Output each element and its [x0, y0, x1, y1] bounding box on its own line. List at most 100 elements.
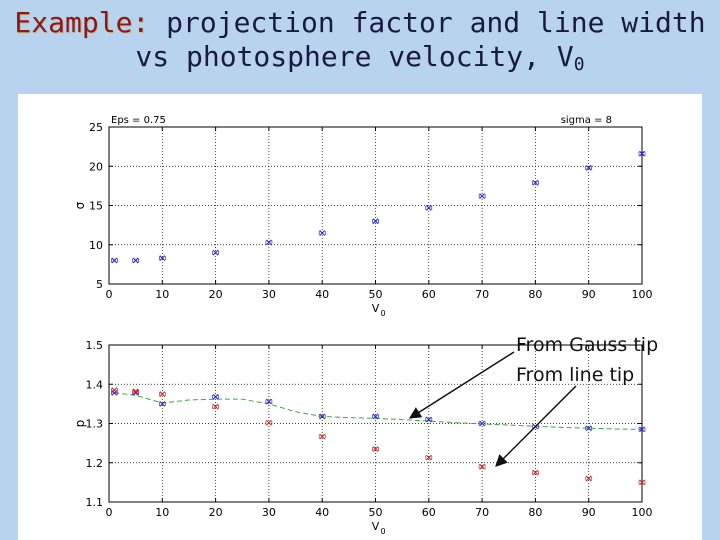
plot2-series1-point-5 [319, 413, 326, 420]
plot1-series1-point-10 [585, 164, 592, 171]
plot1-series1-point-0 [111, 257, 118, 264]
plot2-xtick-label-8: 80 [528, 506, 542, 519]
plot2-series1-errorbar-8 [478, 421, 486, 426]
plot2-xtick-label-7: 70 [475, 506, 489, 519]
plot1-series1-point-11 [639, 150, 645, 157]
plot1-series1-errorbar-0 [110, 258, 118, 263]
plot1-series1-errorbar-2 [158, 256, 166, 261]
annotation-line: From line tip [516, 364, 635, 386]
plot1-xtick-label-5: 50 [369, 288, 383, 301]
plot1-series1-point-8 [479, 193, 485, 199]
figure-panel: 0 10 20 30 40 50 60 70 80 90 100 5 10 15 20 25 V 0 σ Eps = … [18, 94, 702, 540]
plot2-series1-errorbar-11 [638, 427, 646, 432]
plot2-series2-errorbar-0 [110, 388, 118, 393]
annotation-gauss: From Gauss tip [516, 334, 659, 356]
plot1-series1-errorbar-7 [425, 205, 433, 210]
plot2-series2-point-1 [132, 388, 139, 395]
plot1-xtick-label-2: 20 [209, 288, 223, 301]
plot2-series2-point-11 [639, 479, 645, 486]
plot2-xtick-label-10: 100 [632, 506, 653, 519]
plot2-series1-point-11 [639, 426, 645, 433]
slide-title: Example: projection factor and line widt… [0, 6, 720, 82]
plot1-ylabel: σ [73, 201, 87, 209]
plot1-xtick-label-6: 60 [422, 288, 436, 301]
plot1-xtick-label-10: 100 [632, 288, 653, 301]
plot2-ytick-label-3: 1.4 [86, 378, 104, 391]
plot2-xtick-label-5: 50 [369, 506, 383, 519]
title-subscript: 0 [573, 54, 585, 75]
plot1-series1-errorbar-3 [212, 250, 219, 255]
plot2-series1-point-3 [212, 393, 219, 400]
plot2-xtick-label-6: 60 [422, 506, 436, 519]
plot2-series1-point-8 [479, 420, 485, 427]
plot2-xtick-label-0: 0 [106, 506, 113, 519]
plot2-ytick-label-0: 1.1 [86, 496, 104, 509]
plot2-series2-errorbar-1 [132, 389, 139, 394]
plot1-series1-point-7 [425, 204, 432, 211]
plot1-series1-errorbar-10 [585, 165, 593, 170]
plot1-ytick-label-3: 20 [89, 160, 103, 173]
plot2-series2-point-0 [111, 387, 118, 394]
plot1-ytick-label-1: 10 [89, 239, 103, 252]
plot2-xtick-label-3: 30 [262, 506, 276, 519]
plot2-series2-point-8 [479, 463, 485, 470]
plot2-series2-errorbar-7 [425, 455, 433, 460]
plot2-series1-point-1 [132, 389, 139, 396]
plot2-xtick-label-2: 20 [209, 506, 223, 519]
plot2-series1-point-10 [585, 425, 592, 432]
plot1-series1-errorbar-9 [532, 180, 539, 185]
plot2-series1-errorbar-5 [318, 414, 326, 419]
plot1-series1-point-2 [159, 255, 166, 261]
plot2-xlabel-sub: 0 [381, 527, 386, 536]
plot1-xtick-label-4: 40 [315, 288, 329, 301]
plot1-xlabel: V [372, 302, 380, 315]
plot2-series2-point-4 [266, 419, 272, 426]
plot1-corner-label-left: Eps = 0.75 [111, 115, 166, 126]
plot1-series1-point-6 [372, 218, 379, 225]
title-line-2-text: vs photosphere velocity, V [135, 40, 574, 73]
plot2-series2-errorbar-5 [318, 434, 326, 439]
plot1-ytick-label-2: 15 [89, 200, 103, 213]
plot1-series1-point-9 [532, 179, 539, 186]
plot2-ytick-label-4: 1.5 [86, 339, 104, 352]
plot2-series2-errorbar-6 [372, 447, 379, 452]
plot2-series2-errorbar-8 [478, 464, 486, 469]
title-line-2: vs photosphere velocity, V0 [0, 40, 720, 82]
plot2-fit-line [114, 392, 643, 430]
plot2-series1-point-2 [159, 400, 166, 407]
plot2-series2-errorbar-2 [158, 392, 166, 397]
plot2-series1-errorbar-3 [212, 394, 219, 399]
plot2-series2-errorbar-4 [265, 420, 273, 425]
plot2-xtick-label-4: 40 [315, 506, 329, 519]
plot2-series2-errorbar-3 [212, 404, 219, 409]
plot2-ylabel: p [73, 420, 87, 428]
plot2-series2-point-2 [159, 391, 166, 397]
plot1-series1-errorbar-8 [478, 194, 486, 199]
plot2-series2-point-3 [212, 403, 219, 410]
plot1-xlabel-sub: 0 [381, 309, 386, 318]
plot1-xtick-label-9: 90 [582, 288, 596, 301]
plot2-series1-point-6 [372, 413, 379, 420]
plot1-series1-point-4 [266, 239, 272, 246]
title-rest: projection factor and line width [166, 6, 706, 39]
plot2-series2-errorbar-11 [638, 480, 646, 485]
plot1-xtick-label-0: 0 [106, 288, 113, 301]
plot2-series2-point-5 [319, 433, 326, 440]
plot1-series1-errorbar-4 [265, 240, 273, 245]
plot1-series1-point-5 [319, 230, 326, 236]
plot1-ytick-label-4: 25 [89, 121, 103, 134]
plot2-series2-point-7 [425, 454, 432, 461]
plot1-series1-errorbar-11 [638, 151, 646, 156]
plot2-ytick-label-1: 1.2 [86, 457, 104, 470]
plot2-xtick-label-9: 90 [582, 506, 596, 519]
title-line-1: Example: projection factor and line widt… [0, 6, 720, 40]
plot2-series1-errorbar-2 [158, 401, 166, 406]
plot1-ytick-label-0: 5 [96, 278, 103, 291]
plot2-series2-point-6 [372, 446, 379, 452]
plot1-series1-point-3 [212, 249, 219, 256]
plot2-series1-point-4 [266, 398, 272, 405]
plot1-xtick-label-8: 80 [528, 288, 542, 301]
plot2-xtick-label-1: 10 [155, 506, 169, 519]
plot2-series2-errorbar-10 [585, 476, 593, 481]
